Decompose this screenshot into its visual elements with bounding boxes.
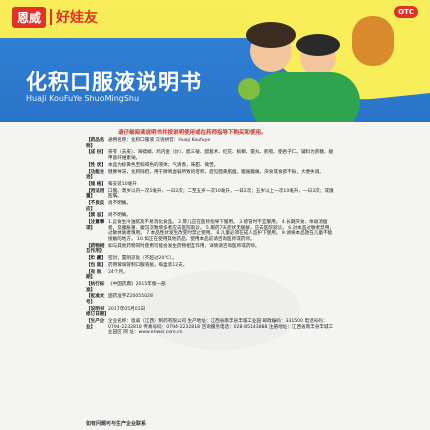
mascot-boy-hair <box>246 22 296 48</box>
row-interactions: 【药物相互作用】 如与其他药物同时使用可能会发生药物相互作用，详情请咨询医师或药师… <box>86 243 260 255</box>
row-indications: 【功能主治】 健脾导滞，化积除疳。用于脾胃虚弱所致的疳积，症见面黄肌瘦，腹胀腹痛，… <box>86 169 324 181</box>
row-packaging: 【包 装】 药用玻璃管制口服液瓶，每盒装12支。 <box>86 262 188 268</box>
row-approval-number: 【批准文号】 国药准字Z20055028 <box>86 294 153 306</box>
row-standard: 【执行标准】 《中国药典》2015年版一部 <box>86 282 166 293</box>
row-drug-name: 【药品名称】 通用名称：化积口服液 汉语拼音：Huaji Koufuye <box>86 138 211 149</box>
usage-notice: 请仔细阅读说明书并按说明使用或在药师指导下购买和使用。 <box>118 130 267 136</box>
brand-logo: 恩威 好娃友 <box>12 6 98 28</box>
row-storage: 【贮 藏】 密封，置阴凉处（不超过20℃）。 <box>86 256 177 262</box>
row-appearance: 【性 状】 本品为棕黄色至棕褐色的液体；气清香，味甜、微苦。 <box>86 162 219 168</box>
row-specification: 【规 格】 每支装10毫升 <box>86 181 137 187</box>
otc-badge: OTC <box>394 6 418 18</box>
row-adverse-reactions: 【不良反应】 尚不明确。 <box>86 201 131 212</box>
row-dosage: 【用法用量】 口服。周岁以内一次5毫升，一日2次；二至五岁一次10毫升，一日2次；… <box>86 188 334 200</box>
row-ingredients: 【成 份】 茯苓（去皮）、海螵蛸、鸡内金（炒）、醋三棱、醋莪术、红花、槟榔、雷丸、… <box>86 150 334 161</box>
row-manufacturer: 【生产企业】 企业名称：恩威（江西）制药有限公司 生产地址：江西省南丰县丰城工业园… <box>86 319 334 336</box>
row-expiry: 【有 效 期】 24个月。 <box>86 269 128 281</box>
document-body: 【药品名称】 通用名称：化积口服液 汉语拼音：Huaji Koufuye 【成 份… <box>86 138 336 337</box>
brand-name-1: 恩威 <box>12 6 47 28</box>
row-precautions: 【注意事项】 1.忌食生冷油腻及不易消化食品。 2.婴儿应在医师指导下服用。 3.… <box>86 220 334 242</box>
row-revision-date: 【说明书修订日期】 2017年05月01日 <box>86 306 146 318</box>
logo-divider <box>50 9 53 25</box>
page-title: 化积口服液说明书 <box>26 70 202 94</box>
header-banner: 恩威 好娃友 OTC 化积口服液说明书 HuaJi KouFuYe ShuoMi… <box>0 0 430 122</box>
row-contraindications: 【禁 忌】 尚不明确。 <box>86 213 131 219</box>
mascot-body <box>250 72 360 122</box>
brand-name-2: 好娃友 <box>56 10 99 26</box>
page-subtitle: HuaJi KouFuYe ShuoMingShu <box>26 94 140 103</box>
footer-note: 如有问题可与生产企业联系 <box>86 421 147 427</box>
watermark <box>140 270 300 350</box>
mascot-small-animal <box>238 78 260 100</box>
mascot-girl-hair <box>296 34 340 56</box>
mascot-lion <box>352 16 394 66</box>
